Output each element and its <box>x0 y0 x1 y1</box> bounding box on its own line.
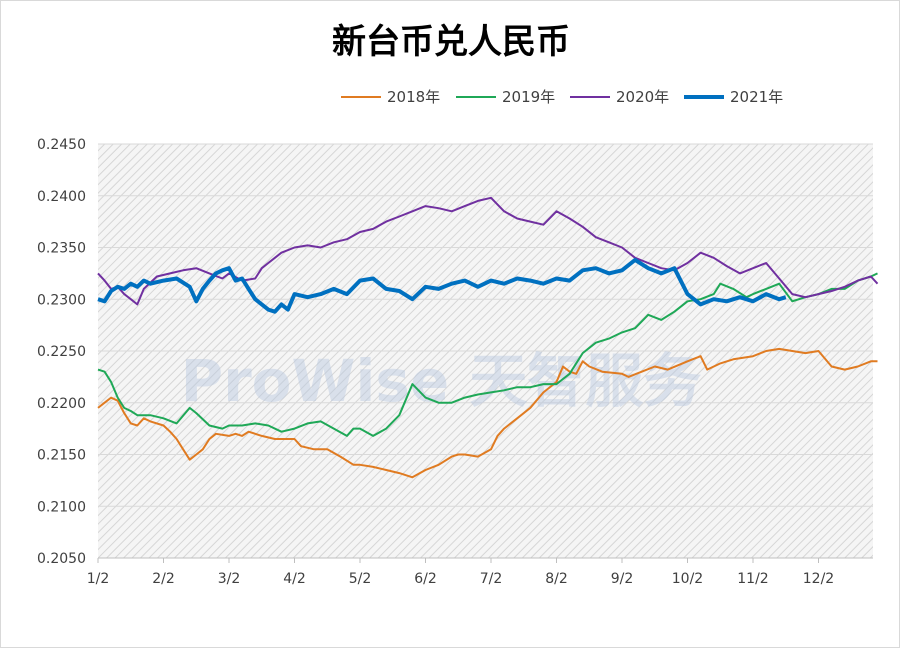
y-tick-label: 0.2200 <box>37 396 86 412</box>
x-tick-label: 4/2 <box>283 571 306 587</box>
x-axis-ticks: 1/2 2/2 3/2 4/2 5/2 6/2 7/2 8/2 9/2 10/2 11/2 12/2 <box>87 558 834 587</box>
legend-label: 2018年 <box>387 88 440 106</box>
y-tick-label: 0.2400 <box>37 189 86 205</box>
y-tick-label: 0.2300 <box>37 292 86 308</box>
x-tick-label: 9/2 <box>611 571 634 587</box>
y-tick-label: 0.2250 <box>37 344 86 360</box>
y-tick-label: 0.2450 <box>37 137 86 153</box>
series-line-2018年 <box>97 347 878 479</box>
legend-label: 2021年 <box>730 88 783 106</box>
x-tick-label: 5/2 <box>349 571 372 587</box>
x-tick-label: 6/2 <box>414 571 437 587</box>
grid-lines <box>98 143 873 559</box>
legend-label: 2020年 <box>616 88 669 106</box>
x-tick-label: 10/2 <box>672 571 703 587</box>
legend-label: 2019年 <box>502 88 555 106</box>
series-lines <box>97 196 879 479</box>
y-tick-label: 0.2100 <box>37 499 86 515</box>
y-axis-ticks: 0.2450 0.2400 0.2350 0.2300 0.2250 0.2200 0.21… <box>37 137 86 567</box>
series-line-2020年 <box>97 196 879 306</box>
chart-title: 新台币兑人民币 <box>332 22 570 62</box>
x-tick-label: 11/2 <box>737 571 768 587</box>
x-tick-label: 7/2 <box>480 571 503 587</box>
x-tick-label: 8/2 <box>545 571 568 587</box>
series-line-2021年 <box>97 257 787 314</box>
y-tick-label: 0.2350 <box>37 241 86 257</box>
y-tick-label: 0.2050 <box>37 551 86 567</box>
x-tick-label: 3/2 <box>218 571 241 587</box>
y-tick-label: 0.2150 <box>37 448 86 464</box>
x-tick-label: 2/2 <box>152 571 175 587</box>
x-tick-label: 1/2 <box>87 571 110 587</box>
chart-legend: 2018年 2019年 2020年 2021年 <box>341 88 783 106</box>
x-tick-label: 12/2 <box>803 571 834 587</box>
watermark-text: ProWise 天智服务 <box>181 347 702 415</box>
